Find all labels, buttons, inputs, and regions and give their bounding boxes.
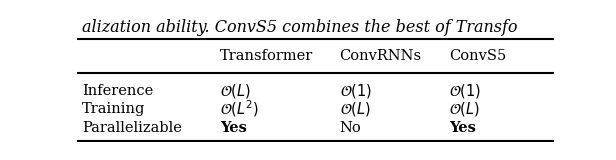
Text: Transformer: Transformer: [221, 49, 314, 63]
Text: $\mathcal{O}(L)$: $\mathcal{O}(L)$: [221, 82, 251, 100]
Text: ConvS5: ConvS5: [450, 49, 506, 63]
Text: $\mathcal{O}(L)$: $\mathcal{O}(L)$: [450, 100, 480, 118]
Text: Parallelizable: Parallelizable: [82, 121, 182, 135]
Text: Inference: Inference: [82, 84, 153, 98]
Text: No: No: [339, 121, 362, 135]
Text: $\mathcal{O}(1)$: $\mathcal{O}(1)$: [450, 82, 482, 100]
Text: $\mathcal{O}(L)$: $\mathcal{O}(L)$: [339, 100, 371, 118]
Text: $\mathcal{O}(L^2)$: $\mathcal{O}(L^2)$: [221, 99, 259, 120]
Text: Training: Training: [82, 102, 145, 116]
Text: ConvRNNs: ConvRNNs: [339, 49, 422, 63]
Text: $\mathcal{O}(1)$: $\mathcal{O}(1)$: [339, 82, 371, 100]
Text: Yes: Yes: [221, 121, 247, 135]
Text: alization ability. ConvS5 combines the best of Transfo: alization ability. ConvS5 combines the b…: [82, 19, 517, 36]
Text: Yes: Yes: [450, 121, 476, 135]
